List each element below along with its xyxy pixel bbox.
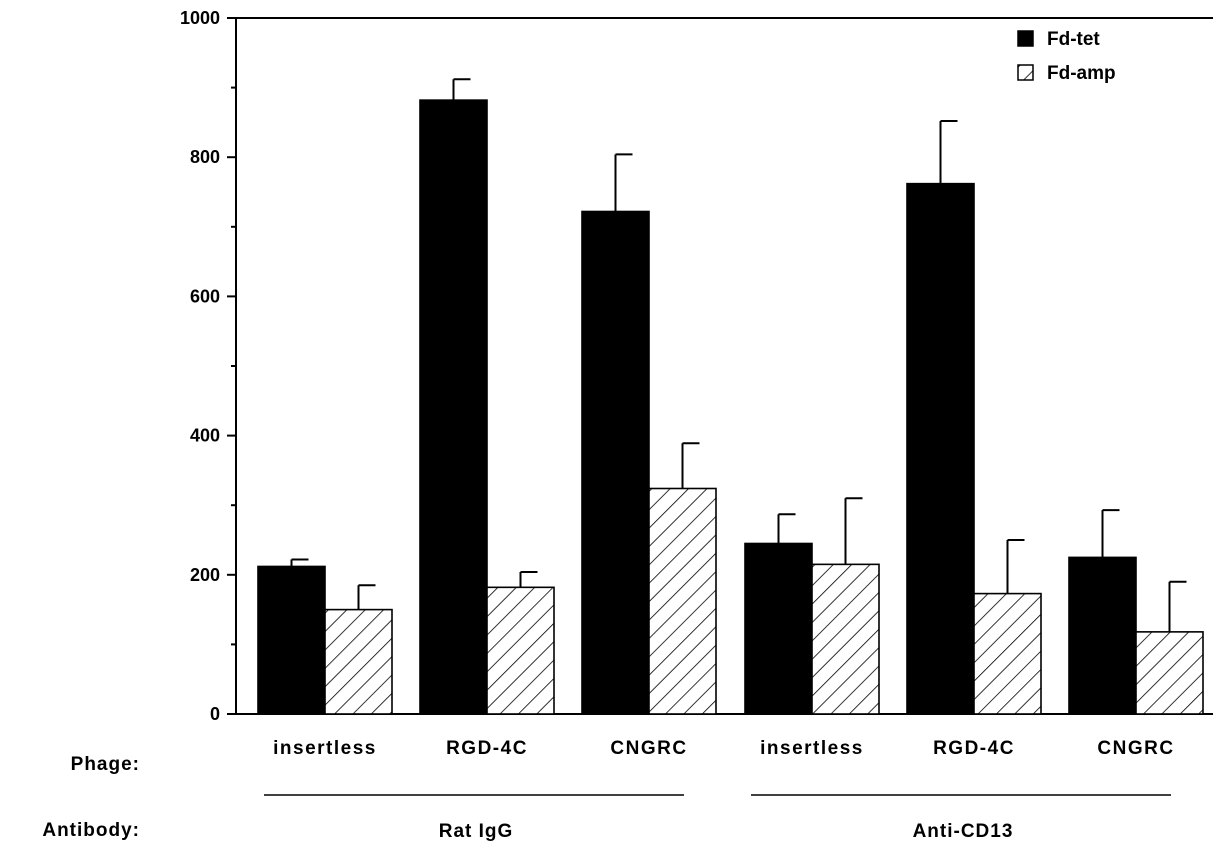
antibody-row-label: Antibody: — [42, 820, 140, 841]
bar-fd-tet-5 — [1068, 556, 1137, 715]
category-label-0: insertless — [273, 738, 377, 759]
bar-fd-amp-3 — [811, 563, 880, 715]
legend-label-fd-tet: Fd-tet — [1047, 29, 1100, 50]
bar-fd-amp-4 — [973, 592, 1042, 715]
legend-swatch-fd-tet — [1017, 30, 1034, 47]
legend-label-fd-amp: Fd-amp — [1047, 63, 1116, 84]
y-tick-label: 1000 — [180, 8, 220, 28]
y-tick-label: 0 — [210, 704, 220, 724]
category-label-5: CNGRC — [1097, 738, 1174, 759]
bar-fd-tet-1 — [419, 99, 488, 715]
bar-fd-amp-2 — [648, 487, 717, 715]
legend-swatch-fd-amp — [1017, 64, 1034, 81]
category-labels: Phage: Antibody: insertless RGD-4C CNGRC inse… — [42, 738, 1174, 842]
bar-fd-tet-2 — [581, 210, 650, 715]
bar-fd-amp-0 — [324, 608, 393, 715]
plot-area: 0 200 400 600 800 1000 — [180, 8, 1213, 724]
y-tick-label: 400 — [190, 426, 220, 446]
bar-fd-amp-1 — [486, 586, 555, 715]
bar-fd-amp-5 — [1135, 631, 1204, 715]
y-tick-label: 600 — [190, 286, 220, 306]
group-label-1: Anti-CD13 — [913, 821, 1014, 842]
bar-fd-tet-4 — [906, 182, 975, 715]
category-label-4: RGD-4C — [933, 738, 1015, 759]
bar-fd-tet-0 — [257, 565, 326, 715]
legend: Fd-tet Fd-amp — [1017, 29, 1116, 84]
phage-row-label: Phage: — [71, 754, 140, 775]
category-label-2: CNGRC — [610, 738, 687, 759]
bar-fd-tet-3 — [744, 542, 813, 715]
category-label-3: insertless — [760, 738, 864, 759]
group-label-0: Rat IgG — [439, 821, 514, 842]
category-label-1: RGD-4C — [446, 738, 528, 759]
y-tick-label: 200 — [190, 565, 220, 585]
y-tick-label: 800 — [190, 147, 220, 167]
